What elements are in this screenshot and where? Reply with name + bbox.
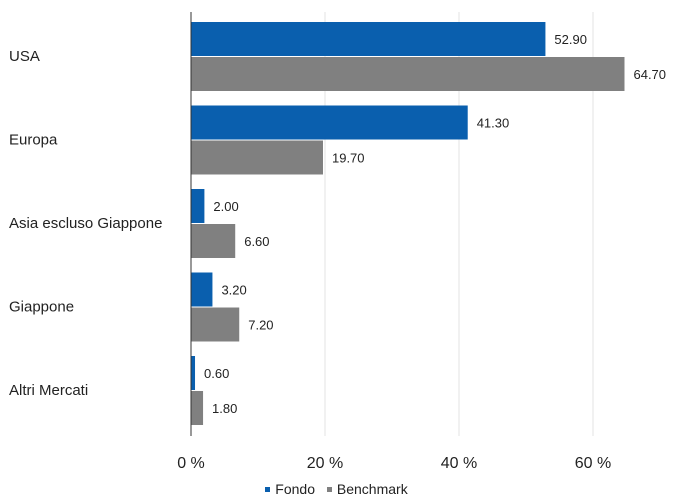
- legend-label-benchmark: Benchmark: [336, 481, 408, 497]
- legend-swatch-fondo: [265, 486, 271, 492]
- category-label: USA: [9, 48, 40, 65]
- legend-swatch-benchmark: [326, 486, 332, 492]
- legend: Fondo Benchmark: [0, 481, 673, 497]
- data-label: 41.30: [477, 116, 510, 131]
- legend-label-fondo: Fondo: [275, 481, 315, 497]
- data-label: 0.60: [204, 366, 229, 381]
- bar-benchmark: [191, 307, 240, 342]
- legend-item-fondo: Fondo: [265, 481, 315, 497]
- data-label: 7.20: [248, 318, 273, 333]
- data-label: 3.20: [221, 283, 246, 298]
- bar-benchmark: [191, 391, 204, 425]
- bar-benchmark: [191, 140, 323, 175]
- x-tick-label: 60 %: [575, 455, 611, 472]
- data-label: 64.70: [633, 67, 666, 82]
- legend-item-benchmark: Benchmark: [326, 481, 408, 497]
- x-tick-label: 0 %: [177, 455, 205, 472]
- data-label: 6.60: [244, 234, 269, 249]
- bar-fondo: [191, 105, 468, 140]
- x-tick-label: 20 %: [307, 455, 343, 472]
- data-label: 52.90: [554, 32, 587, 47]
- bar-fondo: [191, 189, 205, 223]
- bar-benchmark: [191, 57, 625, 91]
- category-label: Asia escluso Giappone: [9, 215, 162, 232]
- data-label: 1.80: [212, 401, 237, 416]
- bar-fondo: [191, 22, 546, 56]
- data-label: 2.00: [213, 199, 238, 214]
- bar-fondo: [191, 272, 213, 307]
- data-label: 19.70: [332, 151, 365, 166]
- bar-fondo: [191, 356, 196, 390]
- category-label: Giappone: [9, 299, 74, 316]
- x-tick-label: 40 %: [441, 455, 477, 472]
- bar-benchmark: [191, 224, 236, 258]
- category-label: Europa: [9, 132, 58, 149]
- category-label: Altri Mercati: [9, 382, 88, 399]
